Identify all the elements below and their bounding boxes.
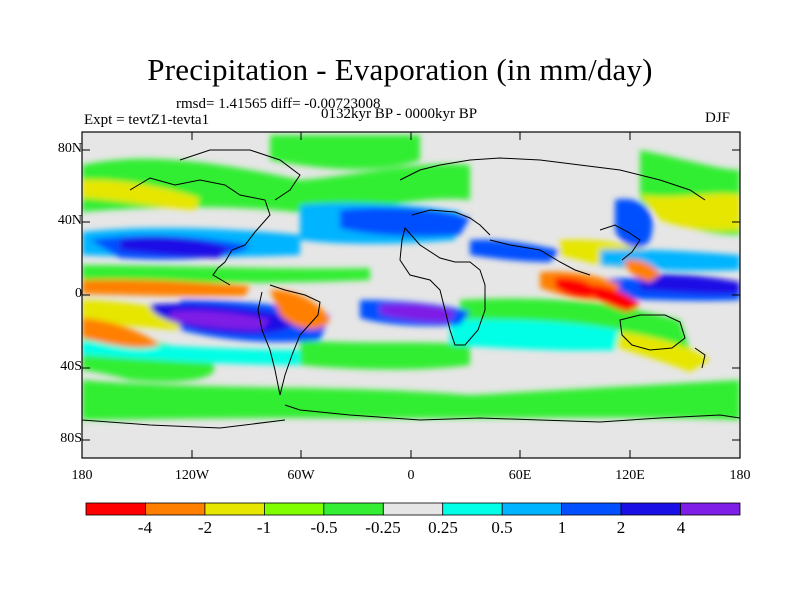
colorbar-swatch (323, 502, 384, 516)
colorbar-label: -2 (197, 518, 213, 537)
colorbar-swatch (501, 502, 563, 516)
coastlines (82, 149, 740, 429)
colorbar-label: 1 (557, 518, 567, 537)
period-label: 0132kyr BP - 0000kyr BP (321, 106, 478, 122)
map-title: Precipitation - Evaporation (in mm/day) (147, 52, 653, 87)
colorbar-label: 0.5 (491, 518, 513, 537)
y-tick-label: 40S (60, 359, 82, 374)
colorbar-swatch (620, 502, 681, 516)
colorbar-label: 0.25 (428, 518, 458, 537)
anomaly-field (82, 135, 740, 420)
colorbar-swatch (263, 502, 325, 516)
colorbar-swatch (85, 502, 146, 516)
axis-ticks (81, 132, 741, 458)
x-tick-label: 60W (287, 468, 315, 483)
colorbar-label: -1 (256, 518, 272, 537)
x-tick-label: 120E (615, 468, 645, 483)
y-tick-label: 0 (75, 286, 82, 301)
x-tick-label: 180 (729, 468, 751, 483)
colorbar-label: -0.25 (365, 518, 401, 537)
y-tick-label: 80N (57, 141, 82, 156)
colorbar-swatch (561, 502, 622, 516)
x-tick-label: 120W (174, 468, 210, 483)
y-tick-label: 40N (57, 213, 82, 228)
field-layer (82, 135, 740, 429)
colorbar-swatch (382, 502, 444, 516)
colorbar-swatch (680, 502, 741, 516)
colorbar (85, 502, 741, 516)
rmsd-stats: rmsd= 1.41565 diff= -0.00723008 (176, 96, 381, 112)
colorbar-swatch (145, 502, 206, 516)
colorbar-label: -0.5 (310, 518, 338, 537)
colorbar-swatch (442, 502, 503, 516)
colorbar-label: 4 (676, 518, 686, 537)
x-tick-label: 60E (508, 468, 532, 483)
x-tick-label: 180 (71, 468, 93, 483)
experiment-label: Expt = tevtZ1-tevta1 (84, 112, 210, 128)
y-tick-label: 80S (60, 431, 82, 446)
colorbar-label: 2 (616, 518, 626, 537)
x-tick-label: 0 (407, 468, 415, 483)
season-label: DJF (704, 110, 730, 126)
colorbar-label: -4 (137, 518, 153, 537)
colorbar-swatch (204, 502, 265, 516)
